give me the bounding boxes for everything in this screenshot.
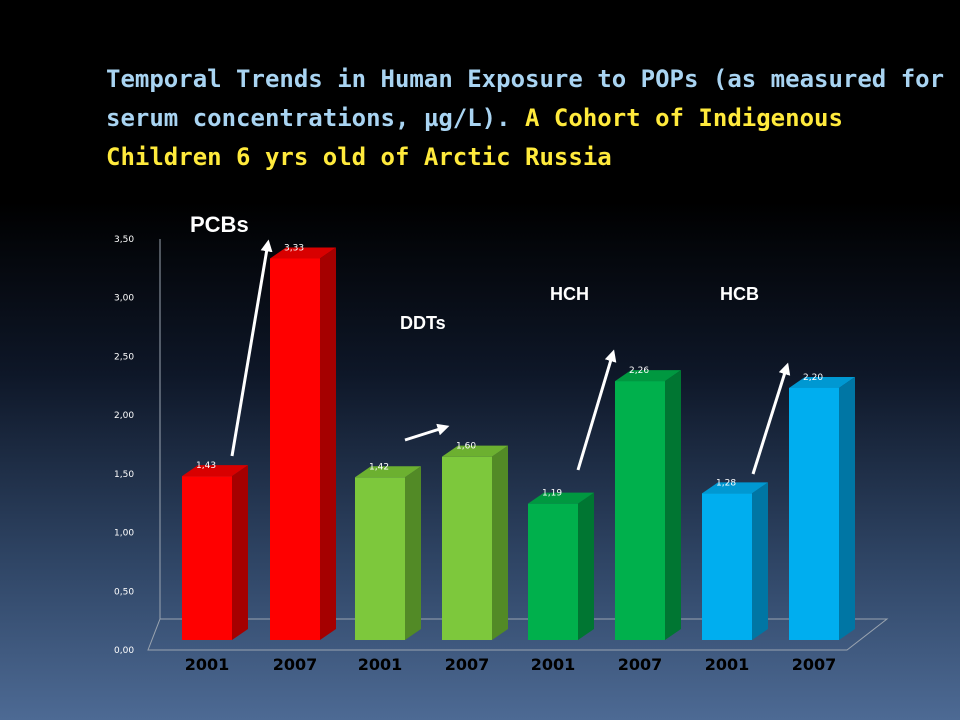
group-label: PCBs: [190, 212, 249, 237]
bar-front: [615, 381, 665, 640]
x-category-label: 2007: [445, 655, 490, 674]
group-label: DDTs: [400, 313, 446, 333]
bar-side: [232, 465, 248, 640]
trend-arrows: [230, 239, 791, 475]
bar-top: [702, 482, 768, 494]
chart-floor-plane: [147, 618, 889, 651]
y-tick-label: 2,50: [114, 352, 134, 362]
y-tick-label: 1,50: [114, 470, 134, 480]
y-tick-label: 0,50: [114, 587, 134, 597]
x-category-label: 2001: [705, 655, 750, 674]
bars-layer: [182, 247, 855, 640]
bar-top: [528, 492, 594, 504]
bar-front: [702, 493, 752, 640]
bar-top: [789, 376, 855, 388]
bar: [789, 376, 855, 640]
bar-top: [270, 247, 336, 259]
bar-top: [615, 370, 681, 382]
x-category-label: 2001: [531, 655, 576, 674]
bar-front: [270, 258, 320, 640]
bar: [702, 482, 768, 640]
y-tick-label: 3,50: [114, 235, 134, 245]
y-axis: 0,00 0,50 1,00 1,50 2,00 2,50 3,00 3,50: [114, 235, 134, 656]
bar-side: [839, 376, 855, 640]
bar-front: [789, 387, 839, 640]
bar-value-label: 3,33: [284, 243, 304, 253]
bar-top: [182, 465, 248, 477]
y-tick-label: 3,00: [114, 294, 134, 304]
chart-floor: [147, 239, 889, 651]
bar: [270, 247, 336, 640]
bar: [355, 466, 421, 640]
bar-value-label: 1,19: [542, 489, 562, 499]
bar-front: [182, 476, 232, 640]
bar-top: [355, 466, 421, 478]
bar-side: [752, 482, 768, 640]
bar-value-label: 1,42: [369, 462, 389, 472]
bar-side: [492, 445, 508, 640]
bar-front: [528, 503, 578, 640]
x-category-label: 2007: [618, 655, 663, 674]
bar: [528, 492, 594, 640]
x-category-label: 2007: [273, 655, 318, 674]
bar-value-label: 1,28: [716, 478, 736, 488]
bar-side: [320, 247, 336, 640]
bar-front: [355, 477, 405, 640]
bar-value-label: 1,60: [456, 442, 476, 452]
y-tick-label: 0,00: [114, 646, 134, 656]
labels-layer: 1,43 2001 3,33 2007 1,42 2001 1,60 2007 1,19 2001…: [185, 212, 837, 674]
bar-value-label: 2,26: [629, 366, 649, 376]
y-tick-label: 2,00: [114, 411, 134, 421]
trend-arrow: [751, 362, 791, 475]
title-main: Temporal Trends in Human Exposure to POP…: [106, 65, 945, 132]
x-category-label: 2001: [185, 655, 230, 674]
trend-arrow: [404, 423, 450, 442]
bar-value-label: 2,20: [803, 373, 823, 383]
bar-side: [405, 466, 421, 640]
bar: [615, 370, 681, 640]
group-label: HCH: [550, 284, 589, 304]
bar: [182, 465, 248, 640]
y-tick-label: 1,00: [114, 529, 134, 539]
slide-title: Temporal Trends in Human Exposure to POP…: [106, 60, 946, 177]
trend-arrow: [576, 349, 617, 471]
group-label: HCB: [720, 284, 759, 304]
x-category-label: 2007: [792, 655, 837, 674]
bar-side: [578, 492, 594, 640]
x-category-label: 2001: [358, 655, 403, 674]
bar-top: [442, 445, 508, 457]
bar-side: [665, 370, 681, 640]
trend-arrow: [230, 239, 273, 457]
bar-value-label: 1,43: [196, 461, 216, 471]
title-highlight: A Cohort of Indigenous Children 6 yrs ol…: [106, 104, 843, 171]
bar: [442, 445, 508, 640]
bar-front: [442, 456, 492, 640]
